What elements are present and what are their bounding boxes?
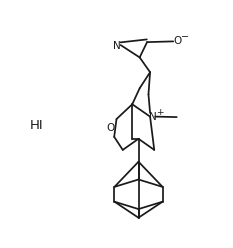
Text: N: N — [149, 112, 157, 122]
Text: +: + — [157, 108, 164, 117]
Text: O: O — [107, 123, 115, 133]
Text: −: − — [182, 32, 190, 42]
Text: N: N — [113, 41, 121, 51]
Text: O: O — [173, 36, 181, 46]
Text: HI: HI — [30, 119, 43, 132]
